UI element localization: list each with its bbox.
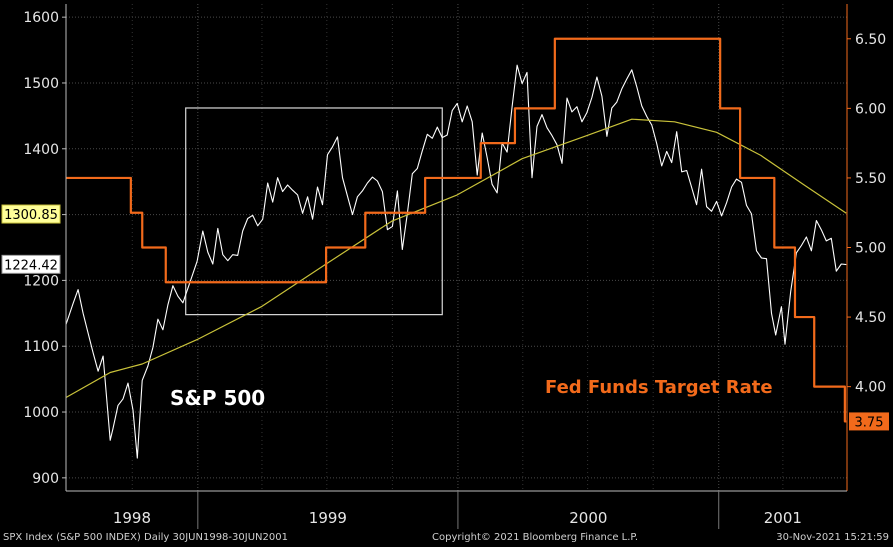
x-tick-label: 2000 xyxy=(569,509,607,527)
last-value-spx-box xyxy=(1,254,61,274)
footer-bar: SPX Index (S&P 500 INDEX) Daily 30JUN199… xyxy=(0,529,893,547)
left-tick-label: 1600 xyxy=(23,10,59,26)
footer-copyright: Copyright© 2021 Bloomberg Finance L.P. xyxy=(432,532,639,543)
right-tick-label: 5.50 xyxy=(855,171,886,187)
moving-average-line xyxy=(65,118,847,399)
last-value-spx: 1224.42 xyxy=(4,258,58,273)
highlight-box-group xyxy=(185,107,443,316)
last-value-ma-box xyxy=(1,204,61,224)
spx-annotation: S&P 500 xyxy=(170,386,265,410)
highlight-box xyxy=(185,107,443,316)
right-tick-label: 6.50 xyxy=(855,32,886,48)
left-tick-label: 1100 xyxy=(23,339,59,355)
left-tick-label: 1400 xyxy=(23,142,59,158)
x-tick-label: 1999 xyxy=(309,509,347,527)
spx-line xyxy=(65,64,847,459)
right-tick-label: 4.00 xyxy=(855,380,886,396)
right-tick-label: 5.00 xyxy=(855,241,886,257)
fed-funds-line xyxy=(66,37,847,423)
x-tick-label: 1998 xyxy=(113,509,151,527)
last-value-fed-box xyxy=(849,412,889,431)
labels-group: 1300.85 1224.42 3.75 S&P 500 Fed Funds Targe… xyxy=(1,204,889,431)
series-group xyxy=(65,37,847,459)
right-tick-label: 4.50 xyxy=(855,310,886,326)
footer-source: SPX Index (S&P 500 INDEX) Daily 30JUN199… xyxy=(3,532,288,543)
last-value-ma: 1300.85 xyxy=(4,208,58,223)
chart-svg: 90010001100120013001400150016004.004.505… xyxy=(0,0,893,529)
left-tick-label: 900 xyxy=(32,471,59,487)
left-tick-label: 1200 xyxy=(23,273,59,289)
gridlines xyxy=(66,4,847,491)
footer-timestamp: 30-Nov-2021 15:21:59 xyxy=(776,532,889,543)
chart-background xyxy=(0,0,893,529)
axes-group: 90010001100120013001400150016004.004.505… xyxy=(23,4,886,529)
last-value-fed: 3.75 xyxy=(855,415,884,430)
right-tick-label: 6.00 xyxy=(855,101,886,117)
fed-annotation: Fed Funds Target Rate xyxy=(545,377,773,398)
x-tick-label: 2001 xyxy=(764,509,802,527)
left-tick-label: 1000 xyxy=(23,405,59,421)
left-tick-label: 1500 xyxy=(23,76,59,92)
